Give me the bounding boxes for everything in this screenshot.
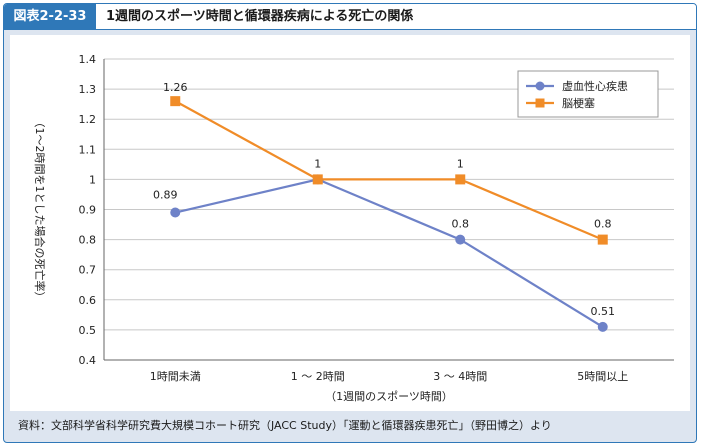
- x-tick-label: 1時間未満: [150, 370, 201, 383]
- figure-title: 1週間のスポーツ時間と循環器疾病による死亡の関係: [106, 9, 414, 24]
- y-tick-label: 1.2: [79, 113, 97, 126]
- figure-header: 図表2-2-33 1週間のスポーツ時間と循環器疾病による死亡の関係: [4, 4, 696, 30]
- data-label: 0.89: [153, 189, 178, 202]
- data-point-circle: [170, 207, 181, 218]
- y-tick-label: 0.5: [79, 324, 97, 337]
- data-label: 0.51: [591, 305, 616, 318]
- data-point-circle: [597, 321, 608, 332]
- y-tick-label: 0.6: [79, 294, 97, 307]
- series-line-2: [174, 100, 604, 241]
- x-axis-title: （1週間のスポーツ時間）: [325, 390, 453, 403]
- x-tick-label: 5時間以上: [577, 370, 628, 383]
- y-axis-title: （1～2時間を1とした場合の死亡率）: [33, 117, 47, 303]
- data-label: 0.8: [594, 218, 612, 231]
- plot-panel: 0.4 0.5 0.6 0.7 0.8 0.9 1 1.1 1.2 1.3 1.4 1時間未満 1 ～ …: [10, 35, 690, 411]
- legend-marker-square: [535, 98, 545, 108]
- data-label: 1: [457, 157, 464, 170]
- data-point-square: [170, 96, 181, 107]
- figure-label: 図表2-2-33: [4, 4, 96, 29]
- legend-marker-circle: [535, 81, 545, 91]
- data-label: 1.26: [163, 81, 188, 94]
- y-tick-label: 0.4: [79, 354, 97, 367]
- y-tick-label: 0.9: [79, 204, 97, 217]
- data-point-square: [312, 174, 323, 185]
- figure-frame: 図表2-2-33 1週間のスポーツ時間と循環器疾病による死亡の関係 0.4 0.5…: [3, 3, 697, 443]
- data-label: 1: [314, 157, 321, 170]
- y-tick-label: 0.7: [79, 264, 97, 277]
- y-tick-label: 0.8: [79, 234, 97, 247]
- data-point-circle: [455, 234, 466, 245]
- legend-label: 虚血性心疾患: [562, 79, 628, 93]
- legend-label: 脳梗塞: [562, 96, 595, 110]
- source-note: 資料：文部科学省科学研究費大規模コホート研究（JACC Study）「運動と循環…: [18, 419, 552, 432]
- data-label: 0.8: [452, 218, 470, 231]
- x-tick-label: 3 ～ 4時間: [433, 370, 487, 383]
- series-line-1: [175, 178, 604, 328]
- line-chart: 0.4 0.5 0.6 0.7 0.8 0.9 1 1.1 1.2 1.3 1.4 1時間未満 1 ～ …: [33, 53, 674, 403]
- data-point-square: [597, 234, 608, 245]
- y-tick-label: 1.4: [79, 53, 97, 66]
- data-point-square: [455, 174, 466, 185]
- y-tick-label: 1: [89, 173, 96, 186]
- y-tick-label: 1.1: [79, 143, 97, 156]
- legend-box: [517, 70, 659, 118]
- x-tick-label: 1 ～ 2時間: [291, 370, 345, 383]
- y-tick-label: 1.3: [79, 83, 97, 96]
